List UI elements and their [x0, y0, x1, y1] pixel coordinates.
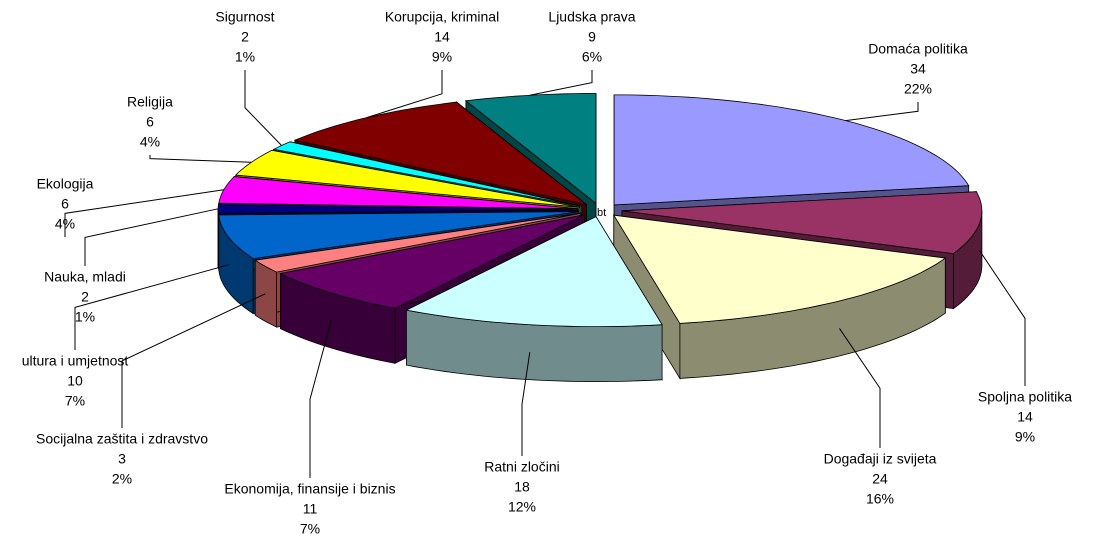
value-label: 2 [241, 29, 249, 45]
slice-top [218, 211, 579, 260]
percent-label: 4% [55, 216, 75, 232]
percent-label: 7% [300, 521, 320, 537]
slice-top [464, 93, 597, 205]
percent-label: 16% [866, 491, 894, 507]
slice [405, 215, 663, 382]
percent-label: 12% [508, 499, 536, 515]
percent-label: 9% [432, 49, 452, 65]
leader-line [149, 155, 252, 163]
slice-top [218, 176, 579, 210]
annotation: bt [597, 207, 606, 219]
leader-line [244, 70, 282, 146]
slice-top [621, 191, 983, 255]
slice-top [272, 141, 582, 207]
category-label: Ekonomija, finansije i biznis [224, 481, 395, 497]
category-label: Korupcija, kriminal [385, 9, 499, 25]
value-label: 14 [434, 29, 450, 45]
leader-line [839, 328, 881, 448]
percent-label: 6% [582, 49, 602, 65]
leader-line [64, 189, 224, 237]
category-label: Socijalna zaštita i zdravstvo [36, 431, 208, 447]
slice-top [254, 212, 581, 273]
value-label: 10 [67, 373, 83, 389]
percent-label: 9% [1015, 429, 1035, 445]
category-label: Sigurnost [215, 9, 274, 25]
percent-label: 7% [65, 393, 85, 409]
value-label: 34 [910, 61, 926, 77]
value-label: 6 [146, 114, 154, 130]
value-label: 3 [118, 451, 126, 467]
value-label: 18 [514, 479, 530, 495]
leader-line [845, 102, 919, 122]
percent-label: 1% [75, 309, 95, 325]
category-label: Ljudska prava [548, 9, 635, 25]
value-label: 14 [1017, 409, 1033, 425]
category-label: Događaji iz svijeta [824, 451, 937, 467]
value-label: 6 [61, 196, 69, 212]
category-label: Ratni zločini [484, 459, 559, 475]
leader-line [309, 320, 332, 478]
leader-line [521, 352, 531, 456]
category-label: Religija [127, 94, 173, 110]
leader-line [84, 208, 219, 266]
slice-top [234, 149, 580, 208]
percent-label: 4% [140, 134, 160, 150]
value-label: 2 [81, 289, 89, 305]
leader-line [979, 250, 1026, 386]
value-label: 9 [588, 29, 596, 45]
category-label: Domaća politika [868, 41, 968, 57]
value-label: 24 [872, 471, 888, 487]
value-label: 11 [303, 501, 318, 517]
category-label: ultura i umjetnost [22, 353, 129, 369]
percent-label: 2% [112, 471, 132, 487]
pie [217, 93, 983, 382]
slice-top [405, 216, 663, 327]
leader-line [366, 70, 443, 119]
category-label: Nauka, mladi [44, 269, 126, 285]
leader-line [74, 264, 229, 350]
slice-top [217, 203, 579, 214]
slice-top [613, 214, 947, 324]
slice-top [613, 94, 970, 206]
percent-label: 1% [235, 49, 255, 65]
category-label: Ekologija [37, 176, 94, 192]
leader-line [529, 70, 593, 96]
leader-line [121, 293, 266, 428]
percent-label: 22% [904, 81, 932, 97]
slice-top [279, 214, 585, 309]
category-label: Spoljna politika [978, 389, 1072, 405]
